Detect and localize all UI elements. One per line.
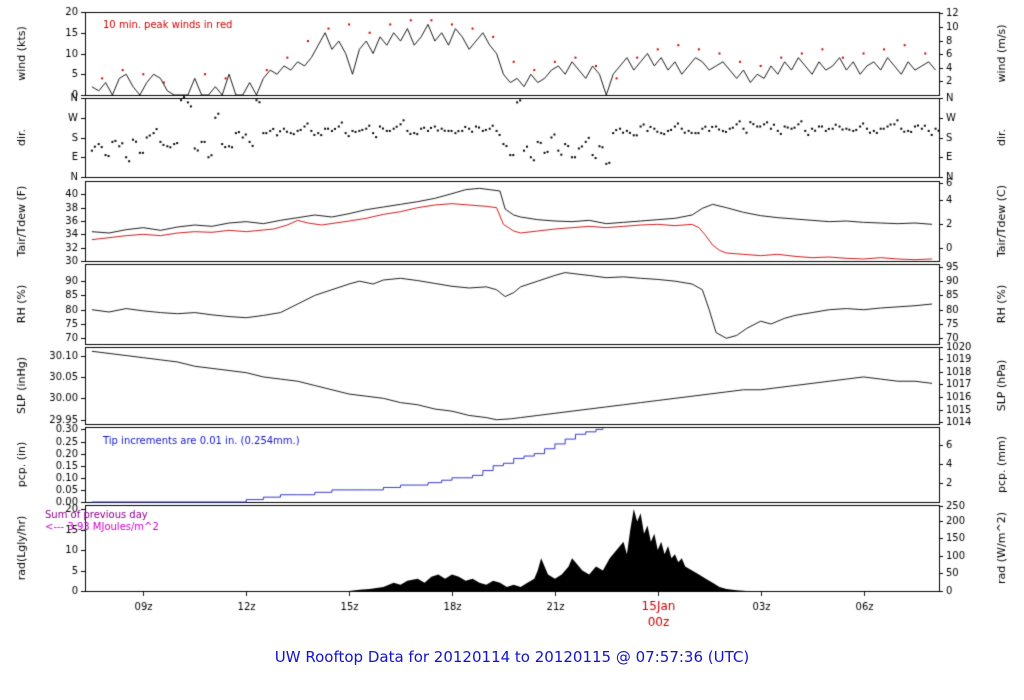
chart-title: UW Rooftop Data for 20120114 to 20120115… <box>274 648 750 666</box>
meteogram-canvas <box>0 0 1024 648</box>
